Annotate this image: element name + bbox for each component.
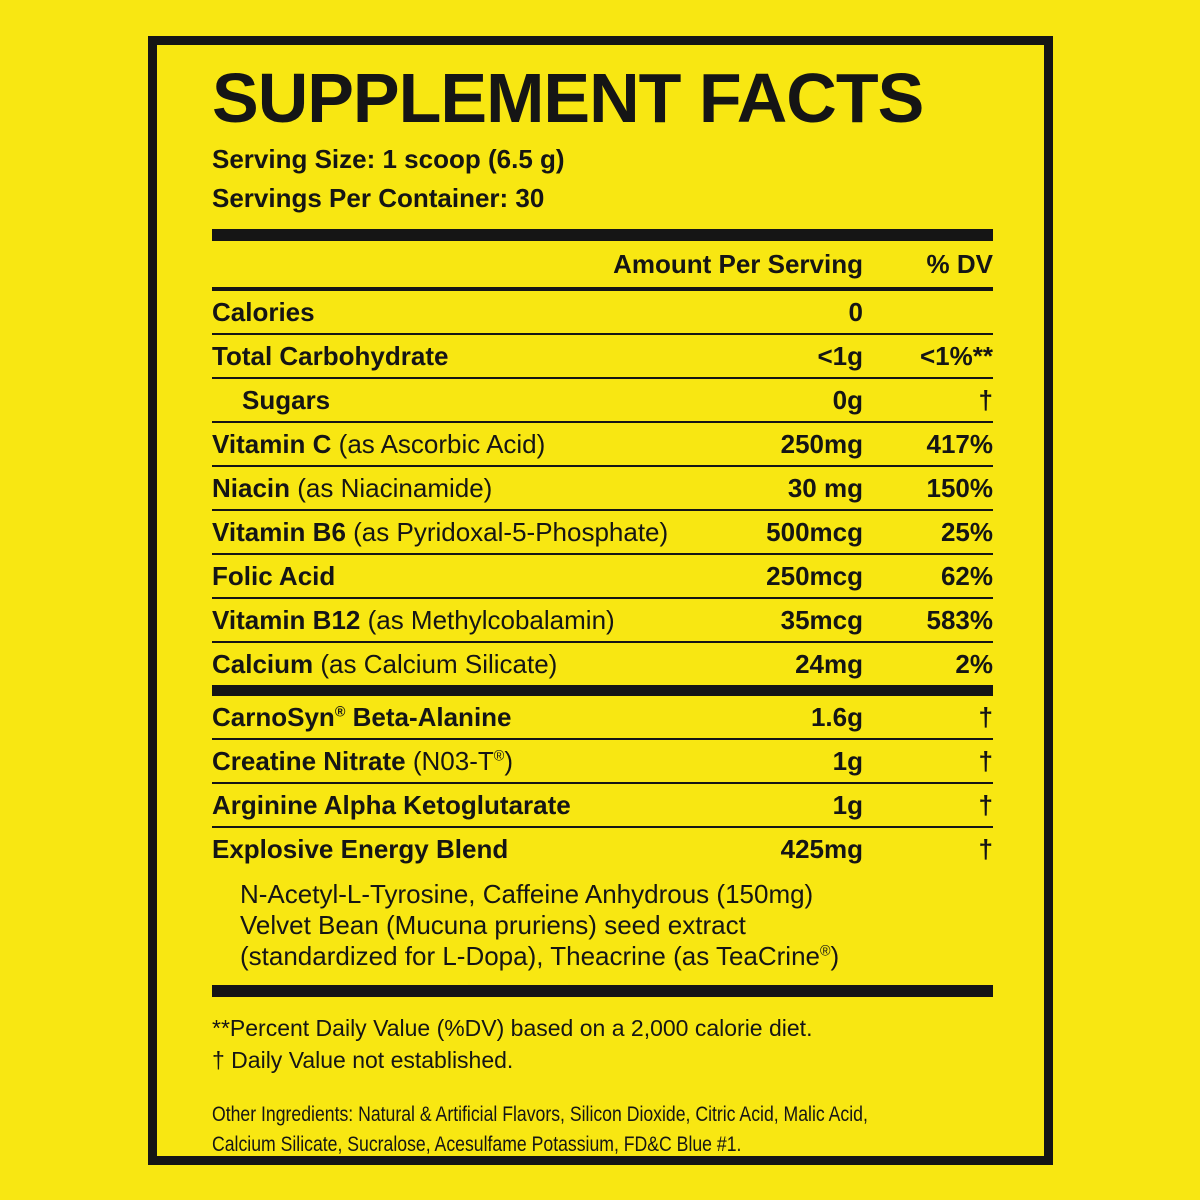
table-row: Creatine Nitrate (N03-T®) 1g † [212, 740, 993, 782]
amount-value: 250mg [780, 428, 863, 459]
other-ingredients: Other Ingredients: Natural & Artificial … [212, 1100, 993, 1156]
ingredient-name: Creatine Nitrate (N03-T®) [212, 745, 513, 776]
row-separator [212, 465, 993, 467]
amount-value: 1g [832, 745, 863, 776]
ingredient-name: Vitamin B12 (as Methylcobalamin) [212, 604, 615, 635]
ingredient-detail: (N03-T®) [412, 745, 513, 776]
thick-divider-bottom [212, 985, 993, 997]
table-row: Total Carbohydrate <1g <1%** [212, 335, 993, 377]
table-row: Folic Acid 250mcg 62% [212, 555, 993, 597]
ingredient-name: Calcium (as Calcium Silicate) [212, 648, 558, 679]
blend-description-line: (standardized for L-Dopa), Theacrine (as… [240, 941, 840, 971]
table-row: Sugars 0g † [212, 379, 993, 421]
blend-description-line: N-Acetyl-L-Tyrosine, Caffeine Anhydrous … [240, 879, 814, 909]
ingredient-name: Explosive Energy Blend [212, 833, 509, 864]
table-row: Niacin (as Niacinamide) 30 mg 150% [212, 467, 993, 509]
dv-value: † [978, 789, 993, 820]
dv-value: 62% [940, 560, 993, 591]
blend-description: N-Acetyl-L-Tyrosine, Caffeine Anhydrous … [240, 879, 940, 972]
amount-value: 30 mg [787, 472, 863, 503]
table-row: Vitamin B6 (as Pyridoxal-5-Phosphate) 500… [212, 511, 993, 553]
amount-value: <1g [817, 340, 863, 371]
row-separator [212, 333, 993, 335]
other-ingredients-line: Calcium Silicate, Sucralose, Acesulfame … [212, 1133, 742, 1156]
dv-value: † [978, 384, 993, 415]
amount-value: 1.6g [810, 701, 863, 732]
row-separator [212, 782, 993, 784]
ingredient-name: Total Carbohydrate [212, 340, 449, 371]
dv-value: 25% [940, 516, 993, 547]
percent-dv-header: % DV [926, 248, 993, 279]
row-separator [212, 826, 993, 828]
table-row: CarnoSyn® Beta-Alanine 1.6g † [212, 696, 993, 738]
dv-value: 583% [926, 604, 994, 635]
table-row: Calcium (as Calcium Silicate) 24mg 2% [212, 643, 993, 685]
row-separator [212, 553, 993, 555]
footnote-daily-value: † Daily Value not established. [212, 1047, 514, 1073]
row-separator [212, 685, 993, 696]
other-ingredients-line: Other Ingredients: Natural & Artificial … [212, 1103, 868, 1126]
dv-value: <1%** [920, 340, 993, 371]
footnotes: **Percent Daily Value (%DV) based on a 2… [212, 1012, 993, 1076]
row-separator [212, 641, 993, 643]
table-row: Explosive Energy Blend 425mg † [212, 828, 993, 870]
ingredient-name: Arginine Alpha Ketoglutarate [212, 789, 571, 820]
footnote-percent-dv: **Percent Daily Value (%DV) based on a 2… [212, 1015, 813, 1041]
ingredient-name: Vitamin C (as Ascorbic Acid) [212, 428, 546, 459]
amount-value: 0 [848, 296, 863, 327]
dv-value: † [978, 745, 993, 776]
amount-per-serving-header: Amount Per Serving [613, 248, 863, 279]
row-separator [212, 597, 993, 599]
ingredient-detail: (as Ascorbic Acid) [338, 428, 546, 459]
amount-value: 425mg [780, 833, 863, 864]
supplement-facts-panel: SUPPLEMENT FACTS Serving Size: 1 scoop (… [148, 36, 1053, 1165]
ingredient-detail: (as Pyridoxal-5-Phosphate) [353, 516, 669, 547]
table-row: Vitamin B12 (as Methylcobalamin) 35mcg 583… [212, 599, 993, 641]
table-row: Calories 0 [212, 291, 993, 333]
row-separator [212, 738, 993, 740]
dv-value: † [978, 701, 993, 732]
servings-per-container: Servings Per Container: 30 [212, 183, 545, 213]
amount-value: 250mcg [766, 560, 863, 591]
panel-title: SUPPLEMENT FACTS [212, 59, 924, 137]
amount-value: 1g [832, 789, 863, 820]
facts-table-body: Calories 0 Total Carbohydrate <1g <1%** Sugar… [212, 291, 993, 870]
table-row: Arginine Alpha Ketoglutarate 1g † [212, 784, 993, 826]
row-separator [212, 509, 993, 511]
header-underline [212, 287, 993, 291]
dv-value: 417% [926, 428, 994, 459]
ingredient-name: Folic Acid [212, 560, 336, 591]
ingredient-detail: (as Niacinamide) [297, 472, 493, 503]
ingredient-name: CarnoSyn® Beta-Alanine [212, 701, 512, 732]
amount-value: 35mcg [780, 604, 863, 635]
dv-value: 150% [926, 472, 994, 503]
dv-value: 2% [955, 648, 993, 679]
ingredient-detail: (as Methylcobalamin) [367, 604, 615, 635]
table-header-row: Amount Per Serving % DV [212, 241, 993, 287]
dv-value: † [978, 833, 993, 864]
ingredient-detail: (as Calcium Silicate) [320, 648, 558, 679]
table-row: Vitamin C (as Ascorbic Acid) 250mg 417% [212, 423, 993, 465]
amount-value: 24mg [795, 648, 863, 679]
serving-size: Serving Size: 1 scoop (6.5 g) [212, 144, 565, 174]
ingredient-name: Sugars [242, 384, 331, 415]
ingredient-name: Calories [212, 296, 315, 327]
row-separator [212, 377, 993, 379]
amount-value: 0g [832, 384, 863, 415]
thick-divider-top [212, 229, 993, 241]
ingredient-name: Vitamin B6 (as Pyridoxal-5-Phosphate) [212, 516, 669, 547]
amount-value: 500mcg [766, 516, 863, 547]
ingredient-name: Niacin (as Niacinamide) [212, 472, 493, 503]
blend-description-line: Velvet Bean (Mucuna pruriens) seed extra… [240, 910, 746, 940]
row-separator [212, 421, 993, 423]
